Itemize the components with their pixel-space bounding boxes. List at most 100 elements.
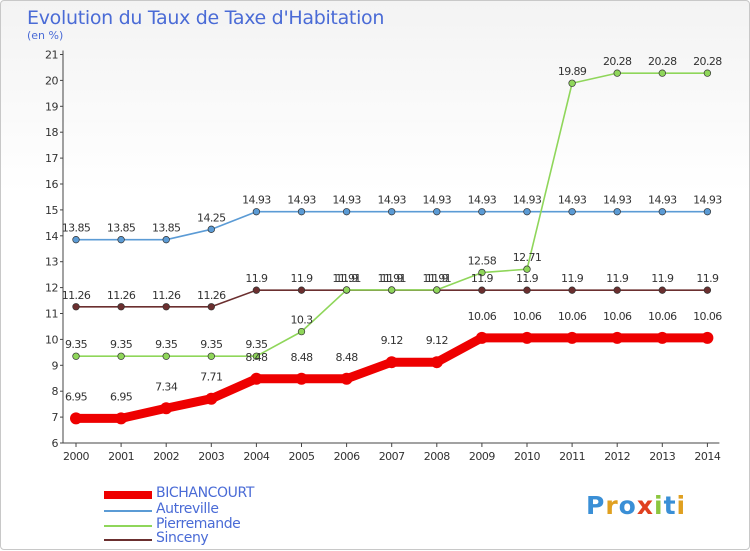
data-point-pierremande xyxy=(117,352,125,360)
y-tick-label: 17 xyxy=(45,152,58,165)
data-label-pierremande: 20.28 xyxy=(693,55,722,68)
data-point-bichancourt xyxy=(656,331,669,344)
y-tick-label: 6 xyxy=(52,437,59,450)
data-label-pierremande: 9.35 xyxy=(155,338,178,351)
data-label-bichancourt: 10.06 xyxy=(468,310,497,323)
data-label-sinceny: 11.9 xyxy=(381,272,404,285)
data-label-sinceny: 11.26 xyxy=(107,289,136,302)
data-point-bichancourt xyxy=(566,331,579,344)
data-point-bichancourt xyxy=(115,412,128,425)
data-point-autreville xyxy=(117,236,125,244)
data-label-autreville: 14.93 xyxy=(513,194,542,207)
y-tick-label: 16 xyxy=(45,178,58,191)
data-point-pierremande xyxy=(433,286,441,294)
data-label-sinceny: 11.9 xyxy=(336,272,359,285)
data-label-sinceny: 11.26 xyxy=(197,289,226,302)
y-tick-label: 20 xyxy=(45,74,58,87)
data-label-sinceny: 11.9 xyxy=(651,272,674,285)
x-tick-label: 2005 xyxy=(289,450,315,463)
data-label-sinceny: 11.9 xyxy=(696,272,719,285)
legend-swatch-pierremande xyxy=(104,525,152,527)
data-point-pierremande xyxy=(72,352,80,360)
data-label-bichancourt: 8.48 xyxy=(290,351,313,364)
data-point-sinceny xyxy=(207,303,215,311)
data-label-bichancourt: 10.06 xyxy=(513,310,542,323)
data-point-bichancourt xyxy=(205,392,218,405)
data-point-pierremande xyxy=(523,265,531,273)
data-label-autreville: 14.93 xyxy=(648,194,677,207)
data-label-sinceny: 11.9 xyxy=(561,272,584,285)
data-label-pierremande: 11.91 xyxy=(377,272,406,285)
data-point-autreville xyxy=(207,225,215,233)
data-point-bichancourt xyxy=(295,372,308,385)
legend-label-pierremande: Pierremande xyxy=(156,516,241,532)
data-label-sinceny: 11.9 xyxy=(290,272,313,285)
y-tick-label: 10 xyxy=(45,333,58,346)
data-label-pierremande: 11.91 xyxy=(423,272,452,285)
data-point-sinceny xyxy=(658,286,666,294)
data-label-sinceny: 11.26 xyxy=(62,289,91,302)
data-label-autreville: 14.93 xyxy=(242,194,271,207)
data-point-bichancourt xyxy=(430,356,443,369)
data-point-bichancourt xyxy=(250,372,263,385)
data-point-autreville xyxy=(72,236,80,244)
data-label-pierremande: 12.71 xyxy=(513,251,542,264)
data-point-bichancourt xyxy=(521,331,533,344)
data-point-pierremande xyxy=(478,268,486,277)
x-tick-label: 2007 xyxy=(379,450,405,463)
data-label-autreville: 13.85 xyxy=(62,222,91,235)
data-label-sinceny: 11.9 xyxy=(471,272,494,285)
data-point-bichancourt xyxy=(70,412,82,425)
legend-swatch-bichancourt xyxy=(104,491,152,499)
data-label-bichancourt: 10.06 xyxy=(693,310,722,323)
data-label-bichancourt: 8.48 xyxy=(336,351,359,364)
data-label-bichancourt: 7.71 xyxy=(200,371,222,384)
data-label-autreville: 14.93 xyxy=(423,194,452,207)
data-label-sinceny: 11.9 xyxy=(426,272,449,285)
data-point-pierremande xyxy=(658,69,666,77)
data-point-autreville xyxy=(523,208,531,216)
data-label-sinceny: 11.26 xyxy=(152,289,181,302)
x-tick-label: 2011 xyxy=(559,450,585,463)
data-point-autreville xyxy=(613,208,621,216)
data-label-autreville: 14.93 xyxy=(693,194,722,207)
data-label-bichancourt: 6.95 xyxy=(110,390,133,403)
data-label-bichancourt: 10.06 xyxy=(648,310,677,323)
data-point-sinceny xyxy=(523,286,531,294)
legend-label-sinceny: Sinceny xyxy=(156,530,209,546)
chart-subtitle: (en %) xyxy=(27,29,64,42)
x-tick-label: 2014 xyxy=(694,450,720,463)
x-tick-label: 2012 xyxy=(604,450,630,463)
data-label-pierremande: 12.58 xyxy=(468,255,497,268)
y-tick-label: 14 xyxy=(45,230,58,243)
data-point-bichancourt xyxy=(385,356,398,369)
data-label-autreville: 14.93 xyxy=(558,194,587,207)
data-point-autreville xyxy=(568,208,576,216)
legend-swatch-sinceny xyxy=(104,539,152,541)
data-point-sinceny xyxy=(117,303,125,311)
data-label-bichancourt: 7.34 xyxy=(155,380,178,393)
data-label-bichancourt: 10.06 xyxy=(558,310,587,323)
data-point-autreville xyxy=(388,208,396,216)
data-point-pierremande xyxy=(342,286,351,294)
y-tick-label: 19 xyxy=(45,100,58,113)
y-tick-label: 8 xyxy=(52,385,59,398)
data-point-sinceny xyxy=(162,303,170,311)
data-label-sinceny: 11.9 xyxy=(606,272,629,285)
data-label-autreville: 14.93 xyxy=(468,194,497,207)
data-point-autreville xyxy=(478,208,486,216)
y-tick-label: 21 xyxy=(45,49,58,62)
data-point-autreville xyxy=(658,208,666,216)
data-point-bichancourt xyxy=(160,402,173,415)
x-tick-label: 2003 xyxy=(198,450,224,463)
data-label-pierremande: 9.35 xyxy=(200,338,223,351)
data-point-pierremande xyxy=(207,352,215,360)
x-tick-label: 2002 xyxy=(153,450,179,463)
data-label-bichancourt: 6.95 xyxy=(65,390,88,403)
data-label-pierremande: 20.28 xyxy=(648,55,677,68)
legend-label-bichancourt: BICHANCOURT xyxy=(156,485,254,501)
data-point-sinceny xyxy=(72,303,80,311)
data-label-bichancourt: 8.48 xyxy=(245,351,268,364)
data-point-bichancourt xyxy=(611,331,624,344)
